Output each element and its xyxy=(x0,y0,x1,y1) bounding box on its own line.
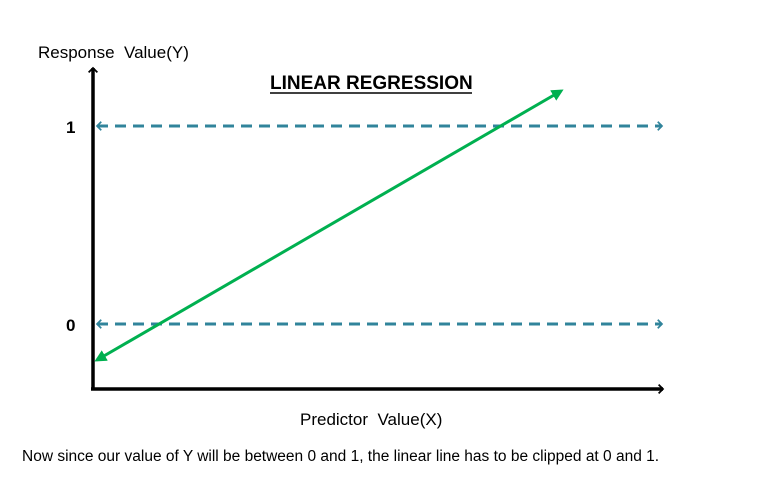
x-axis-label: Predictor Value(X) xyxy=(300,410,442,429)
tick-label-one: 1 xyxy=(66,118,75,137)
tick-label-zero: 0 xyxy=(66,316,75,335)
caption: Now since our value of Y will be between… xyxy=(22,448,659,465)
y-axis-label: Response Value(Y) xyxy=(38,43,189,62)
regression-line xyxy=(94,89,564,362)
chart-title: LINEAR REGRESSION xyxy=(270,73,473,94)
